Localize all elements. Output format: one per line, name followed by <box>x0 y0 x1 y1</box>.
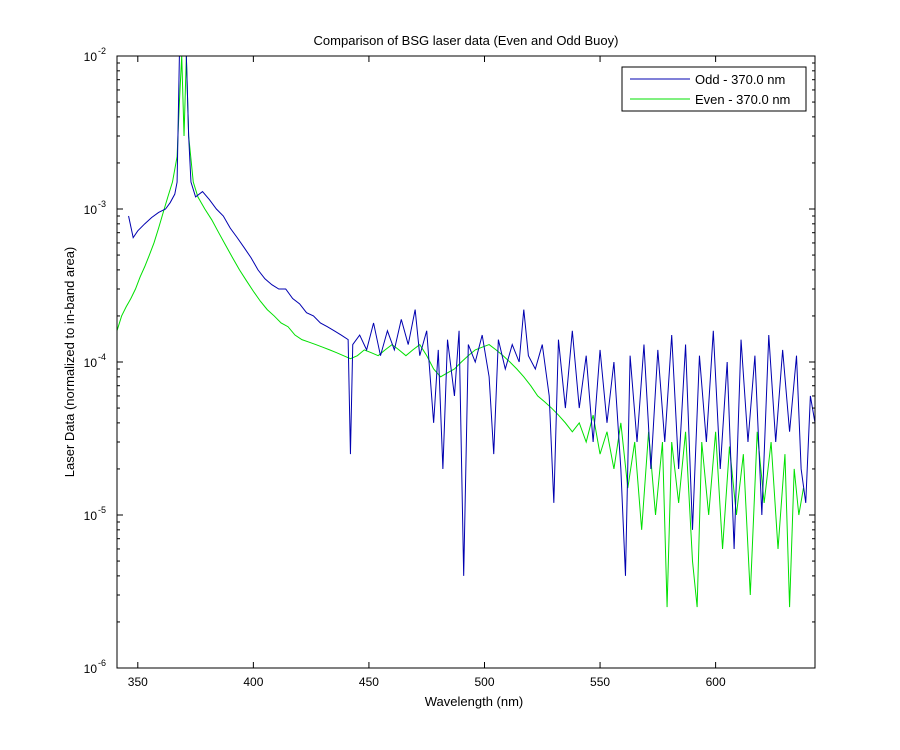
series-layer <box>117 56 815 608</box>
x-axis-label: Wavelength (nm) <box>425 694 524 709</box>
x-axis: 350 400 450 500 550 600 <box>128 56 726 689</box>
x-tick-label: 600 <box>706 675 726 689</box>
legend-box <box>621 66 807 112</box>
y-tick-exponent: -4 <box>98 352 106 362</box>
y-axis-label: Laser Data (normalized to in-band area) <box>62 247 77 478</box>
y-tick-exponent: -6 <box>98 658 106 668</box>
legend-label: Even - 370.0 nm <box>695 92 790 107</box>
y-axis: 10-210-310-410-510-6 <box>84 46 815 676</box>
y-tick-label: 10 <box>84 203 98 217</box>
y-tick-label: 10 <box>84 50 98 64</box>
x-tick-label: 350 <box>128 675 148 689</box>
y-tick-label: 10 <box>84 509 98 523</box>
y-tick-label: 10 <box>84 662 98 676</box>
y-tick-exponent: -5 <box>98 505 106 515</box>
x-tick-label: 400 <box>243 675 263 689</box>
y-tick-exponent: -2 <box>98 46 106 56</box>
y-tick-label: 10 <box>84 356 98 370</box>
legend: Odd - 370.0 nm Even - 370.0 nm <box>621 66 807 112</box>
x-tick-label: 550 <box>590 675 610 689</box>
chart-title: Comparison of BSG laser data (Even and O… <box>314 33 619 48</box>
series-line <box>128 56 815 576</box>
plot-area <box>117 56 815 668</box>
y-tick-exponent: -3 <box>98 199 106 209</box>
x-tick-label: 450 <box>359 675 379 689</box>
x-tick-label: 500 <box>474 675 494 689</box>
legend-label: Odd - 370.0 nm <box>695 72 785 87</box>
series-line <box>117 56 804 608</box>
